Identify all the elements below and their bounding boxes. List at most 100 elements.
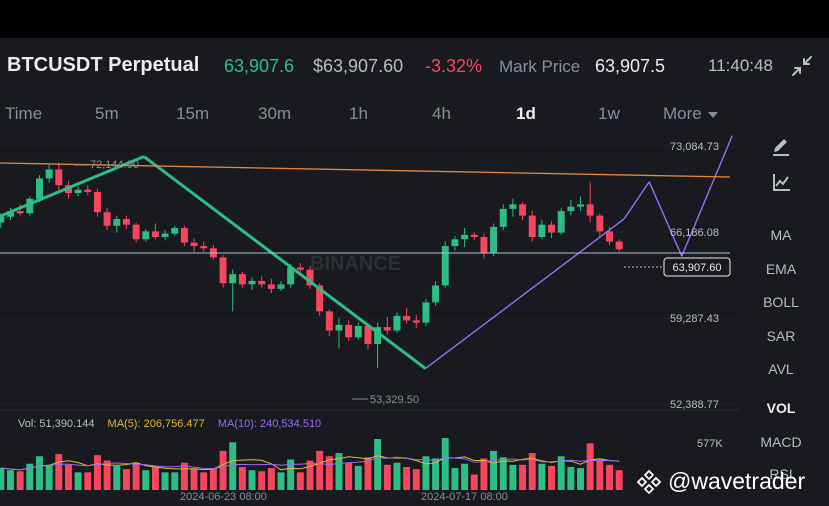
- candle-body: [354, 326, 362, 338]
- volume-ma-line: [0, 455, 620, 471]
- candle-body: [403, 315, 411, 321]
- candle-body: [93, 191, 101, 213]
- vol-ma10: MA(10): 240,534.510: [217, 418, 322, 430]
- candle-body: [258, 280, 266, 285]
- volume-bar: [229, 442, 237, 490]
- binance-watermark: BINANCE: [310, 253, 401, 275]
- trendline: [0, 155, 145, 218]
- volume-bar: [171, 472, 179, 490]
- vol-ma5: MA(5): 206,756.477: [107, 418, 205, 430]
- candle-body: [470, 234, 478, 238]
- volume-ma-lines: [0, 455, 620, 471]
- tab-time[interactable]: Time: [5, 104, 43, 123]
- candle-body: [267, 284, 275, 289]
- volume-bar: [74, 472, 82, 490]
- volume-bar: [509, 464, 517, 490]
- volume-bar: [528, 453, 536, 490]
- volume-bar: [45, 464, 53, 490]
- clock: 11:40:48: [708, 56, 773, 75]
- volume-bar: [422, 456, 430, 490]
- candle-body: [151, 231, 159, 238]
- candle-body: [0, 216, 5, 223]
- tab-5m[interactable]: 5m: [95, 104, 119, 123]
- current-price-tag-box: [663, 257, 731, 277]
- volume-bar: [538, 463, 546, 490]
- candle-body: [519, 204, 527, 216]
- volume-bar: [103, 460, 111, 490]
- candle-body: [422, 302, 430, 323]
- chart-grid: [0, 145, 740, 405]
- volume-bar: [586, 443, 594, 490]
- indicator-boll[interactable]: BOLL: [763, 294, 799, 310]
- pair-title[interactable]: BTCUSDT Perpetual: [7, 54, 200, 76]
- volume-bar: [461, 463, 469, 490]
- volume-bar: [335, 453, 343, 490]
- timeframe-bar: Time 5m 15m 30m 1h 4h 1d 1w More: [0, 100, 829, 130]
- volume-bar: [567, 466, 575, 490]
- current-price-tag: 63,907.60: [673, 262, 722, 274]
- indicator-ma[interactable]: MA: [770, 227, 792, 243]
- volume-bar: [267, 468, 275, 490]
- candle-body: [219, 257, 227, 284]
- date-axis-label-1: 2024-06-23 08:00: [180, 491, 267, 503]
- tab-1h[interactable]: 1h: [349, 104, 368, 123]
- volume-bar: [151, 466, 159, 490]
- candle-body: [596, 215, 604, 232]
- indicator-macd[interactable]: MACD: [760, 434, 802, 450]
- candle-body: [55, 169, 63, 186]
- date-axis-label-2: 2024-07-17 08:00: [421, 491, 508, 503]
- collapse-icon[interactable]: [791, 55, 813, 77]
- tab-1w[interactable]: 1w: [598, 104, 620, 123]
- zigzag-segment: [623, 181, 650, 220]
- volume-bar: [258, 471, 266, 490]
- chart-area[interactable]: BINANCE 72,144.00 53,329.50 73,084.73 66…: [0, 38, 829, 506]
- indicator-avl[interactable]: AVL: [768, 361, 794, 377]
- volume-bar: [470, 474, 478, 490]
- candle-body: [122, 218, 130, 225]
- tab-1d[interactable]: 1d: [516, 104, 536, 123]
- volume-bar: [16, 471, 24, 490]
- price-axis-label-4: 52,388.77: [670, 399, 719, 411]
- candle-body: [103, 212, 111, 226]
- draw-pencil-icon[interactable]: [770, 135, 792, 157]
- volume-bar: [548, 465, 556, 490]
- candles: [0, 162, 623, 368]
- indicator-rsi[interactable]: RSI: [769, 466, 793, 482]
- tab-30m[interactable]: 30m: [258, 104, 292, 123]
- indicator-ema[interactable]: EMA: [765, 261, 797, 277]
- candle-body: [577, 204, 585, 207]
- volume-bar: [209, 468, 217, 490]
- volume-bar: [441, 438, 449, 490]
- candle-body: [296, 267, 304, 270]
- volume-bar: [113, 465, 121, 490]
- volume-bar: [432, 458, 440, 490]
- author-handle: @wavetrader: [668, 468, 806, 494]
- candle-body: [364, 326, 372, 345]
- candle-body: [451, 239, 459, 247]
- indicator-sar[interactable]: SAR: [766, 328, 796, 344]
- indicator-vol[interactable]: VOL: [766, 400, 796, 416]
- volume-bar: [403, 466, 411, 490]
- volume-bar: [190, 469, 198, 490]
- caret-down-icon: [707, 111, 718, 118]
- tab-more-label: More: [663, 104, 702, 123]
- tab-more[interactable]: More: [663, 104, 718, 124]
- tab-15m[interactable]: 15m: [176, 104, 210, 123]
- chart-tools-icon[interactable]: [770, 171, 792, 193]
- low-annotation: 53,329.50: [370, 394, 419, 406]
- volume-bar: [480, 458, 488, 490]
- volume-bar: [7, 470, 14, 490]
- header: BTCUSDT Perpetual 63,907.6 $63,907.60 -3…: [0, 38, 829, 92]
- volume-bar: [180, 462, 188, 490]
- mark-price-label: Mark Price: [499, 57, 581, 76]
- candle-body: [45, 169, 53, 179]
- volume-bar: [277, 472, 285, 490]
- volume-bar: [519, 464, 527, 490]
- candle-body: [180, 228, 188, 243]
- candle-body: [26, 198, 34, 214]
- tab-4h[interactable]: 4h: [432, 104, 451, 123]
- candle-body: [412, 320, 420, 323]
- volume-legend: Vol: 51,390.144 MA(5): 206,756.477 MA(10…: [18, 418, 331, 430]
- volume-bar: [499, 457, 507, 490]
- price-axis-label-1: 73,084.73: [670, 141, 719, 153]
